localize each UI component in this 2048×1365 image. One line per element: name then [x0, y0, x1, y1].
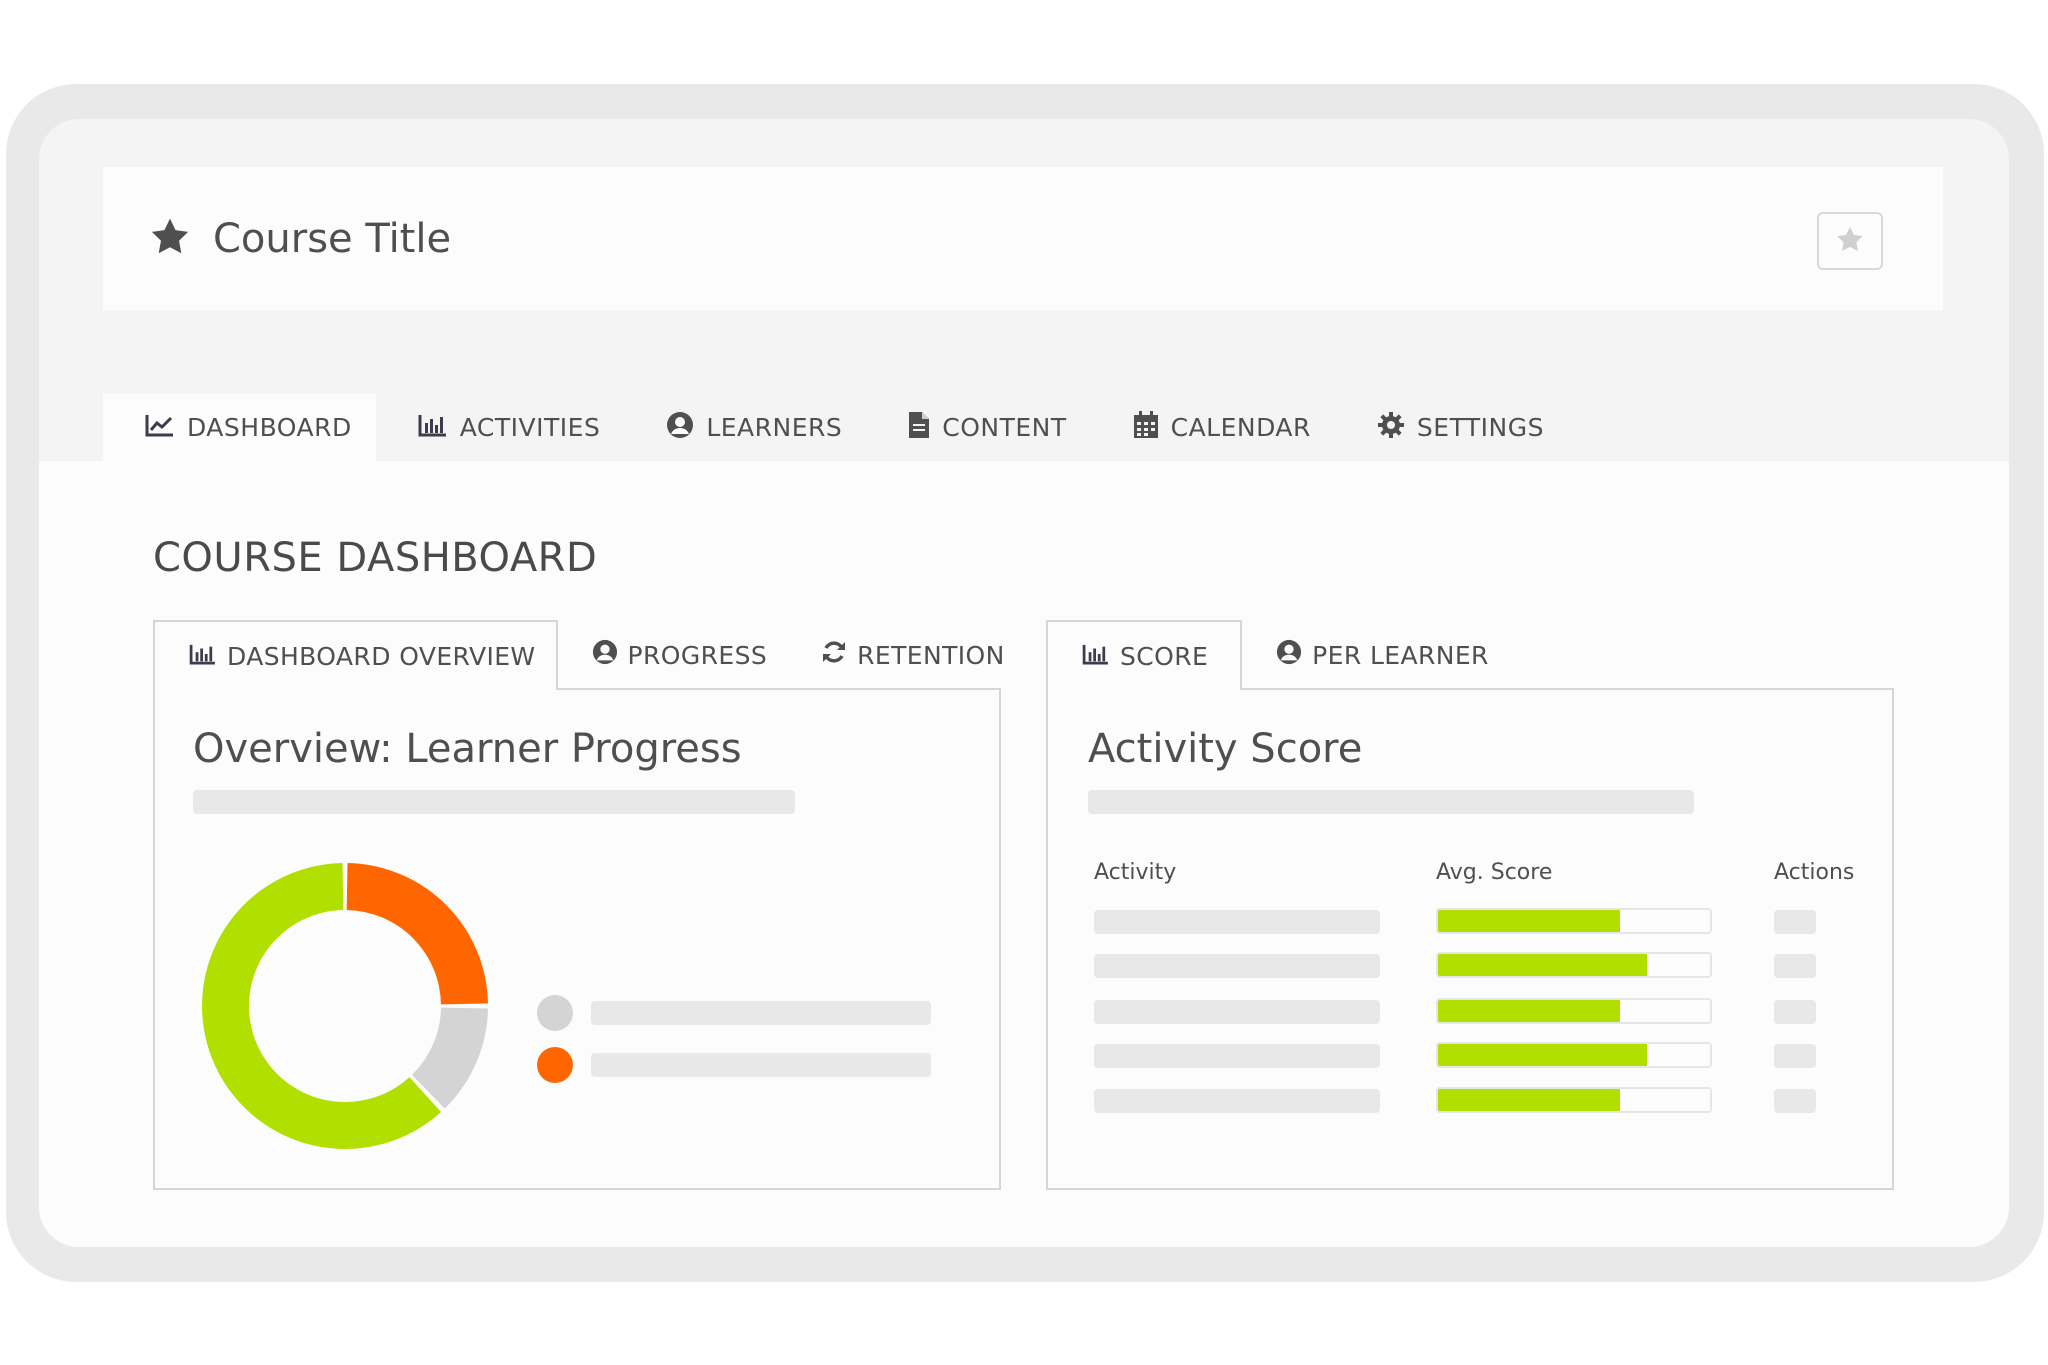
- tab-calendar[interactable]: CALENDAR: [1091, 394, 1335, 461]
- gear-icon: [1377, 411, 1417, 445]
- left-panel-tabs: DASHBOARD OVERVIEW PROGRESS RETENTION: [153, 620, 1025, 690]
- avg-score-bar: [1436, 1042, 1712, 1068]
- calendar-icon: [1133, 410, 1171, 445]
- row-action-button[interactable]: [1774, 1089, 1816, 1113]
- right-panel-tabs: SCORE PER LEARNER: [1046, 620, 1509, 690]
- avg-score-bar-fill: [1438, 1089, 1621, 1111]
- donut-slice-completed: [202, 863, 442, 1149]
- tab-label: DASHBOARD: [187, 413, 352, 442]
- tab-label: PER LEARNER: [1312, 640, 1489, 670]
- page-title: COURSE DASHBOARD: [153, 535, 598, 581]
- column-header-actions: Actions: [1774, 860, 1855, 885]
- tab-activities[interactable]: ACTIVITIES: [376, 394, 625, 461]
- main-tab-bar: DASHBOARD ACTIVITIES LEARNERS CONTENT CA…: [103, 394, 1568, 461]
- tab-score[interactable]: SCORE: [1046, 620, 1243, 690]
- bar-chart-icon: [189, 642, 227, 671]
- avg-score-bar-fill: [1438, 1044, 1648, 1066]
- legend-dot-orange: [537, 1047, 573, 1083]
- activity-name-placeholder: [1094, 1044, 1380, 1068]
- learner-progress-panel: Overview: Learner Progress: [153, 688, 1001, 1190]
- bar-chart-icon: [418, 413, 460, 443]
- avg-score-bar-fill: [1438, 910, 1621, 932]
- activity-name-placeholder: [1094, 1089, 1380, 1113]
- course-title: Course Title: [213, 215, 452, 262]
- row-action-button[interactable]: [1774, 954, 1816, 978]
- user-circle-icon: [592, 639, 628, 671]
- legend-label-placeholder: [591, 1001, 931, 1025]
- tab-label: CALENDAR: [1170, 413, 1311, 442]
- tab-label: SETTINGS: [1416, 413, 1544, 442]
- avg-score-bar: [1436, 908, 1712, 934]
- avg-score-bar-fill: [1438, 1000, 1621, 1022]
- tab-label: LEARNERS: [706, 413, 843, 442]
- panel-title: Overview: Learner Progress: [193, 726, 742, 772]
- donut-slice-in-progress: [411, 1007, 488, 1109]
- tab-label: DASHBOARD OVERVIEW: [227, 641, 536, 671]
- tab-progress[interactable]: PROGRESS: [558, 620, 788, 690]
- line-chart-icon: [145, 413, 187, 443]
- tab-dashboard[interactable]: DASHBOARD: [103, 394, 376, 461]
- legend-label-placeholder: [591, 1053, 931, 1077]
- column-header-activity: Activity: [1094, 860, 1177, 885]
- avg-score-bar-fill: [1438, 954, 1648, 976]
- activity-name-placeholder: [1094, 954, 1380, 978]
- activity-score-panel: Activity Score Activity Avg. Score Actio…: [1046, 688, 1894, 1190]
- tab-per-learner[interactable]: PER LEARNER: [1242, 620, 1509, 690]
- refresh-icon: [821, 639, 857, 671]
- row-action-button[interactable]: [1774, 1044, 1816, 1068]
- legend-dot-gray: [537, 995, 573, 1031]
- tab-label: ACTIVITIES: [459, 413, 601, 442]
- tab-label: CONTENT: [942, 413, 1067, 442]
- avg-score-bar: [1436, 1087, 1712, 1113]
- tab-content[interactable]: CONTENT: [866, 394, 1090, 461]
- star-icon: [1835, 225, 1865, 258]
- app-window: Course Title DASHBOARD ACTIVITIES LEARNE…: [39, 119, 2009, 1247]
- tab-settings[interactable]: SETTINGS: [1335, 394, 1568, 461]
- favorite-button[interactable]: [1817, 212, 1883, 270]
- activity-name-placeholder: [1094, 910, 1380, 934]
- avg-score-bar: [1436, 952, 1712, 978]
- tab-label: PROGRESS: [627, 640, 768, 670]
- content-area: COURSE DASHBOARD DASHBOARD OVERVIEW PROG…: [39, 461, 2009, 1247]
- subtitle-placeholder: [1088, 790, 1694, 814]
- row-action-button[interactable]: [1774, 910, 1816, 934]
- row-action-button[interactable]: [1774, 1000, 1816, 1024]
- document-icon: [908, 411, 942, 445]
- progress-donut-chart: [202, 863, 488, 1149]
- tab-retention[interactable]: RETENTION: [787, 620, 1025, 690]
- panel-title: Activity Score: [1088, 726, 1363, 772]
- avg-score-bar: [1436, 998, 1712, 1024]
- tab-dashboard-overview[interactable]: DASHBOARD OVERVIEW: [153, 620, 558, 690]
- tab-label: SCORE: [1120, 641, 1209, 671]
- tab-learners[interactable]: LEARNERS: [624, 394, 866, 461]
- course-header: Course Title: [103, 167, 1943, 310]
- star-icon: [149, 216, 191, 261]
- activity-name-placeholder: [1094, 1000, 1380, 1024]
- column-header-avg-score: Avg. Score: [1436, 860, 1553, 885]
- subtitle-placeholder: [193, 790, 795, 814]
- bar-chart-icon: [1082, 642, 1120, 671]
- user-circle-icon: [1276, 639, 1312, 671]
- tab-label: RETENTION: [857, 640, 1005, 670]
- user-circle-icon: [666, 411, 706, 445]
- donut-slice-not-started: [346, 863, 488, 1005]
